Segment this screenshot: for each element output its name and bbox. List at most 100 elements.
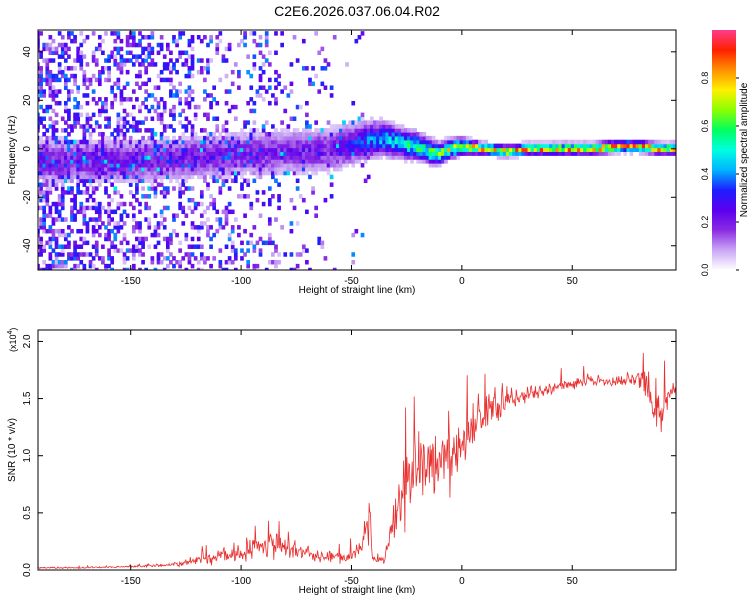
heatmap-cell [184,186,189,191]
heatmap-cell [512,151,516,156]
heatmap-cell [125,112,130,118]
heatmap-cell [128,163,133,168]
heatmap-cell [635,139,640,145]
heatmap-cell [181,166,186,172]
heatmap-cell [181,256,186,261]
heatmap-cell [209,159,213,164]
heatmap-cell [88,263,93,269]
heatmap-cell [305,147,309,152]
heatmap-cell [233,147,238,152]
heatmap-cell [190,186,195,191]
heatmap-cell [107,66,111,71]
heatmap-cell [82,159,87,164]
heatmap-cell [63,85,68,90]
heatmap-cell [246,194,251,199]
heatmap-cell [221,135,226,141]
heatmap-cell [76,163,81,168]
heatmap-cell [51,73,56,79]
heatmap-cell [271,135,275,141]
heatmap-cell [73,194,77,199]
heatmap-cell [369,135,374,141]
heatmap-cell [224,143,229,149]
heatmap-cell [416,151,420,156]
heatmap-cell [425,139,430,145]
heatmap-cell [196,159,201,164]
heatmap-cell [153,132,158,137]
heatmap-cell [79,178,84,184]
heatmap-cell [172,108,176,114]
heatmap-cell [110,267,115,270]
heatmap-cell [60,73,65,79]
heatmap-cell [110,139,115,145]
heatmap-cell [60,244,65,249]
heatmap-cell [561,147,566,152]
heatmap-cell [82,132,87,137]
heatmap-cell [342,159,346,164]
heatmap-cell [311,151,315,156]
heatmap-cell [292,155,297,160]
heatmap-cell [57,147,62,152]
heatmap-cell [203,143,207,149]
spectrogram-heatmap [38,31,676,270]
heatmap-cell [641,151,646,156]
heatmap-cell [63,155,68,160]
heatmap-cell [339,128,343,133]
heatmap-cell [196,260,201,265]
heatmap-cell [277,205,281,211]
snr-panel: -150 -100 -50 0 50 0.00.51.01.52.0 Height of… [7,328,677,596]
heatmap-cell [144,139,149,145]
heatmap-cell [447,151,451,156]
heatmap-cell [159,135,164,141]
heatmap-cell [150,46,155,52]
heatmap-cell [156,147,161,152]
heatmap-cell [79,159,84,164]
heatmap-cell [385,155,390,160]
heatmap-cell [258,170,263,176]
heatmap-cell [611,147,615,152]
heatmap-cell [141,35,145,40]
heatmap-cell [119,201,124,207]
heatmap-cell [57,77,62,83]
heatmap-cell [357,128,362,133]
heatmap-cell [357,151,362,156]
heatmap-cell [376,128,380,133]
heatmap-cell [67,46,71,52]
heatmap-cell [221,225,226,230]
heatmap-cell [54,240,59,246]
heatmap-cell [252,108,257,114]
heatmap-cell [271,139,275,145]
heatmap-cell [187,260,192,265]
heatmap-cell [249,205,254,211]
heatmap-cell [271,240,275,246]
heatmap-cell [373,124,377,129]
heatmap-cell [308,81,312,87]
heatmap-cell [332,267,337,270]
heatmap-cell [274,260,278,265]
heatmap-cell [391,139,396,145]
heatmap-cell [113,58,118,63]
heatmap-cell [283,159,288,164]
spectrogram-x-axis-label: Height of straight line (km) [299,285,416,296]
heatmap-cell [150,132,155,137]
heatmap-cell [42,225,47,230]
heatmap-cell [45,58,50,63]
heatmap-cell [425,155,430,160]
heatmap-cell [165,124,170,129]
heatmap-cell [227,163,232,168]
heatmap-cell [490,147,495,152]
heatmap-cell [125,139,130,145]
heatmap-cell [246,166,251,172]
heatmap-cell [38,159,40,164]
heatmap-cell [63,120,68,125]
heatmap-cell [215,143,220,149]
heatmap-cell [425,147,430,152]
heatmap-cell [153,232,158,238]
heatmap-cell [289,166,294,172]
heatmap-cell [85,120,90,125]
heatmap-cell [76,252,81,257]
heatmap-cell [116,221,121,226]
heatmap-cell [128,147,133,152]
spectrogram-y-tick-label: -20 [22,190,33,205]
heatmap-cell [224,244,229,249]
heatmap-cell [230,81,235,87]
